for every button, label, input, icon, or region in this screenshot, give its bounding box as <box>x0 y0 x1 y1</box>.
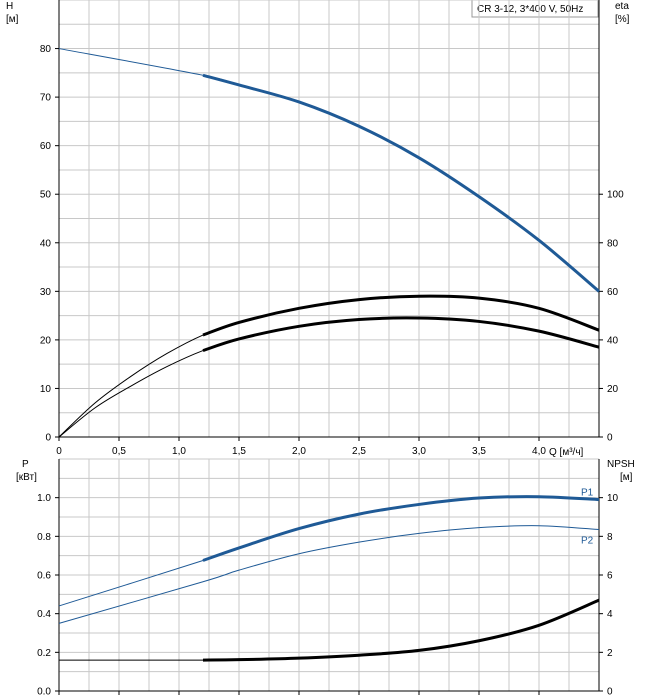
series-P2-label: P2 <box>581 536 594 547</box>
upper-y2-tick-label: 40 <box>607 335 619 346</box>
upper-y2-tick-label: 80 <box>607 238 619 249</box>
lower-y2-tick-label: 0 <box>607 687 613 698</box>
series-P2-line <box>58 525 600 624</box>
lower-y-tick-label: 1.0 <box>37 493 51 504</box>
upper-y-tick-label: 70 <box>40 93 52 104</box>
series-eta_lower-duty-line <box>202 316 600 352</box>
series-H-duty-line <box>202 73 600 293</box>
upper-y-tick-label: 30 <box>40 287 52 298</box>
upper-y-tick-label: 0 <box>45 433 51 444</box>
lower-y-tick-label: 0.4 <box>37 609 51 620</box>
series-NPSH-duty-line <box>202 598 600 662</box>
lower-y2-axis-label: NPSH <box>607 459 635 470</box>
upper-y-tick-label: 80 <box>40 44 52 55</box>
upper-x-tick-label: 4,0 <box>532 446 546 457</box>
lower-y-axis-unit: [кВт] <box>16 472 37 483</box>
lower-y2-axis-unit: [м] <box>620 472 633 483</box>
upper-y-axis-label: H <box>6 1 13 12</box>
upper-y-tick-label: 60 <box>40 141 52 152</box>
upper-y2-axis-unit: [%] <box>615 14 630 25</box>
lower-y-tick-label: 0.0 <box>37 687 51 698</box>
series-eta_upper-duty-line <box>202 294 600 337</box>
upper-y-tick-label: 50 <box>40 190 52 201</box>
upper-y2-tick-label: 0 <box>607 433 613 444</box>
upper-y2-tick-label: 60 <box>607 287 619 298</box>
title-box <box>471 0 599 18</box>
lower-y-axis-label: P <box>22 459 29 470</box>
upper-x-tick-label: 0 <box>56 446 62 457</box>
lower-y2-tick-label: 8 <box>607 532 613 543</box>
title-box-text: CR 3-12, 3*400 V, 50Hz <box>477 4 583 15</box>
upper-y2-axis-label: eta <box>615 1 629 12</box>
lower-y2-tick-label: 4 <box>607 609 613 620</box>
upper-x-tick-label: 2,5 <box>352 446 366 457</box>
series-P1-label: P1 <box>581 488 594 499</box>
upper-x-tick-label: 3,5 <box>472 446 486 457</box>
upper-y-tick-label: 40 <box>40 238 52 249</box>
upper-y-axis-unit: [м] <box>6 14 19 25</box>
lower-y2-tick-label: 6 <box>607 571 613 582</box>
upper-x-tick-label: 1,5 <box>232 446 246 457</box>
lower-y2-tick-label: 10 <box>607 493 619 504</box>
upper-x-tick-label: 0,5 <box>112 446 126 457</box>
x-axis-label: Q [м³/ч] <box>549 447 584 458</box>
lower-y-tick-label: 0.8 <box>37 532 51 543</box>
upper-y-tick-label: 10 <box>40 384 52 395</box>
upper-y-tick-label: 20 <box>40 335 52 346</box>
upper-y2-tick-label: 20 <box>607 384 619 395</box>
lower-y2-tick-label: 2 <box>607 648 613 659</box>
upper-x-tick-label: 3,0 <box>412 446 426 457</box>
upper-x-tick-label: 1,0 <box>172 446 186 457</box>
upper-x-tick-label: 2,0 <box>292 446 306 457</box>
lower-y-tick-label: 0.2 <box>37 648 51 659</box>
series-P1-duty-line <box>202 495 600 562</box>
upper-y2-tick-label: 100 <box>607 190 624 201</box>
lower-y-tick-label: 0.6 <box>37 571 51 582</box>
